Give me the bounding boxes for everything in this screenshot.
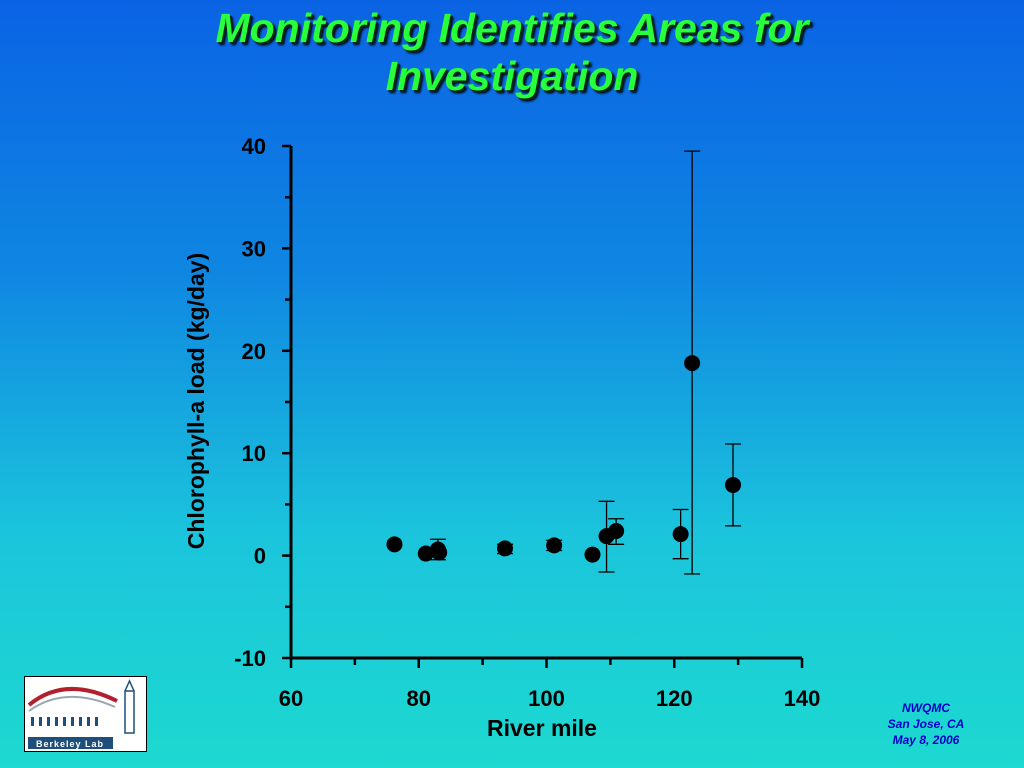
footer-info: NWQMC San Jose, CA May 8, 2006 [868, 700, 984, 748]
chart-ticks: -10 0 10 20 30 40 60 80 100 120 140 [234, 134, 820, 711]
y-tick-label: -10 [234, 646, 266, 671]
footer-date: May 8, 2006 [892, 733, 960, 747]
data-point [584, 546, 601, 563]
data-point [431, 544, 448, 561]
x-axis-label: River mile [487, 715, 597, 741]
data-point [684, 355, 701, 372]
data-point [725, 476, 742, 493]
x-tick-label: 80 [407, 686, 431, 711]
y-tick-label: 10 [242, 441, 266, 466]
y-axis-label: Chlorophyll-a load (kg/day) [183, 253, 209, 549]
x-tick-label: 140 [784, 686, 821, 711]
data-point [546, 537, 563, 554]
y-tick-label: 20 [242, 339, 266, 364]
data-point [672, 526, 689, 543]
y-tick-label: 40 [242, 134, 266, 159]
footer-location: San Jose, CA [887, 717, 965, 731]
x-tick-label: 100 [528, 686, 565, 711]
footer-event: NWQMC [902, 701, 950, 715]
slide-title-line-1: Monitoring Identifies Areas for [215, 5, 809, 51]
berkeley-lab-logo: Berkeley Lab [24, 676, 147, 752]
data-point [417, 545, 434, 562]
logo-text: Berkeley Lab [36, 739, 104, 749]
chart-axes [289, 146, 802, 660]
data-point [496, 540, 513, 557]
data-point [608, 523, 625, 540]
y-tick-label: 30 [242, 236, 266, 261]
slide-title: Monitoring Identifies Areas for Investig… [0, 4, 1024, 100]
slide-title-line-2: Investigation [385, 53, 639, 99]
x-tick-label: 60 [279, 686, 303, 711]
x-tick-label: 120 [656, 686, 693, 711]
y-tick-label: 0 [254, 544, 266, 569]
data-point [386, 536, 403, 553]
data-points [386, 355, 742, 563]
